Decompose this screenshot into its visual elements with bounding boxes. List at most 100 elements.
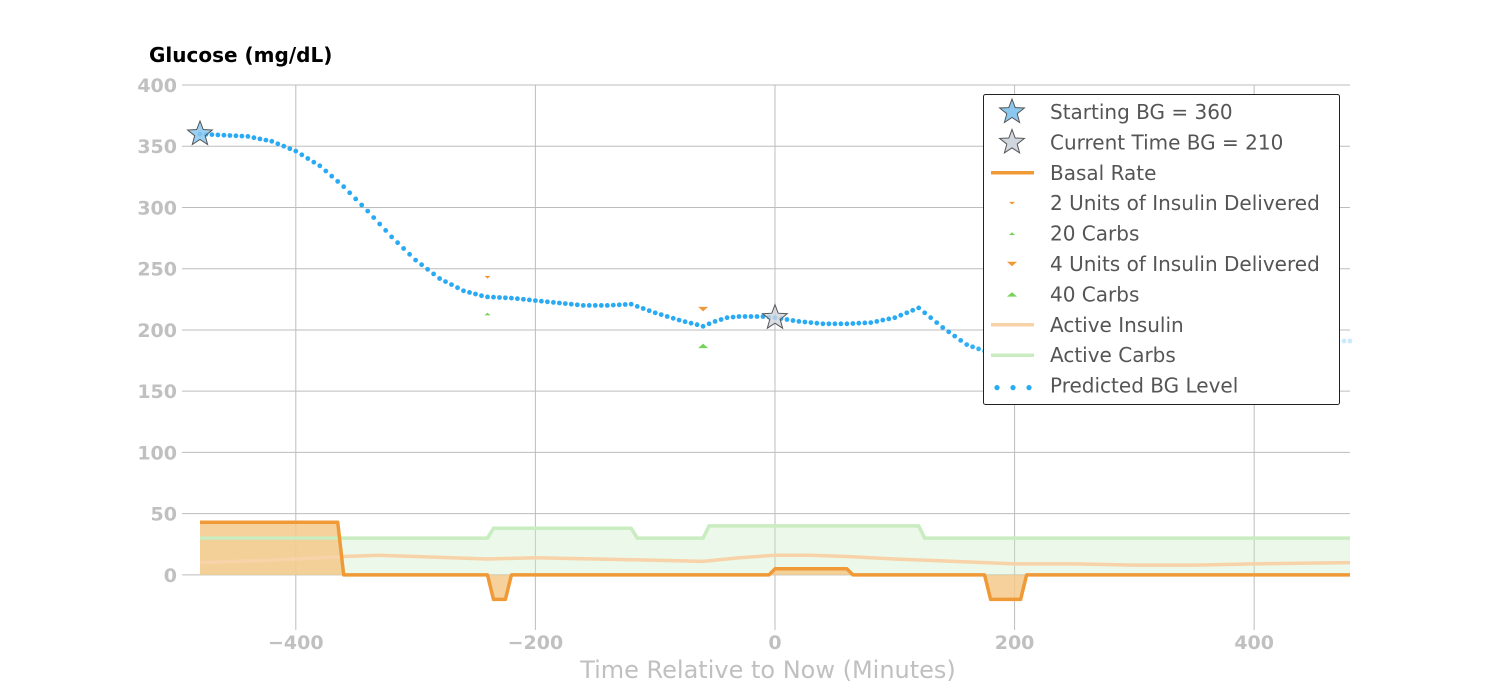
x-tick-label: −200	[508, 632, 564, 654]
predicted-bg-point	[449, 282, 454, 287]
predicted-bg-point	[580, 303, 586, 308]
basal-rate-line	[200, 520, 1350, 602]
predicted-bg-point	[610, 302, 616, 308]
predicted-bg-point	[958, 338, 964, 343]
legend-symbol-starting-bg	[998, 97, 1026, 124]
predicted-bg-point	[329, 173, 335, 179]
predicted-bg-point	[940, 325, 946, 330]
carb-event-marker	[484, 312, 491, 316]
predicted-bg-point	[688, 320, 694, 326]
legend-label: Active Insulin	[1050, 313, 1184, 337]
legend-symbol-carbs-40	[1007, 292, 1017, 297]
predicted-bg-point	[311, 159, 317, 165]
predicted-bg-point	[443, 279, 448, 284]
predicted-bg-point	[790, 318, 796, 323]
predicted-bg-point	[551, 300, 556, 305]
predicted-bg-point	[904, 310, 910, 316]
predicted-bg-point	[335, 179, 341, 184]
predicted-bg-point	[964, 342, 970, 347]
predicted-bg-point	[1347, 338, 1353, 344]
predicted-bg-point	[952, 333, 958, 339]
predicted-bg-point	[568, 301, 574, 307]
insulin-event-marker	[698, 306, 709, 312]
legend-box	[983, 94, 1340, 405]
predicted-bg-point	[209, 132, 215, 138]
predicted-bg-point	[383, 228, 389, 233]
predicted-bg-point	[694, 322, 700, 328]
predicted-bg-point	[844, 321, 850, 327]
predicted-bg-point	[736, 314, 742, 319]
y-tick-label: 0	[164, 565, 177, 587]
predicted-bg-point	[712, 319, 718, 324]
predicted-bg-point	[820, 321, 826, 327]
predicted-bg-point	[467, 290, 472, 295]
legend: Starting BG = 360 Current Time BG = 210 Ba…	[983, 94, 1340, 405]
legend-label: Active Carbs	[1050, 343, 1176, 367]
tick-layer: 0 50 100 150 200 250 300 350 400 −400 −200 0 200 400	[137, 75, 1274, 654]
predicted-bg-point	[796, 319, 802, 324]
legend-label: 4 Units of Insulin Delivered	[1050, 252, 1320, 276]
predicted-bg-point	[419, 262, 424, 268]
predicted-bg-point	[539, 298, 544, 304]
predicted-bg-point	[479, 293, 484, 299]
predicted-bg-point	[814, 320, 820, 326]
predicted-bg-point	[257, 136, 263, 142]
predicted-bg-point	[826, 321, 832, 327]
legend-symbol-predicted-bg	[1010, 385, 1016, 391]
predicted-bg-point	[473, 291, 478, 297]
predicted-bg-point	[365, 208, 371, 214]
predicted-bg-point	[287, 146, 293, 152]
predicted-bg-point	[928, 315, 934, 321]
predicted-bg-point	[784, 317, 790, 322]
legend-symbol-current-bg	[998, 127, 1026, 155]
legend-symbol-predicted-bg	[994, 385, 1000, 391]
legend-label: 40 Carbs	[1050, 282, 1139, 306]
predicted-bg-point	[323, 168, 329, 174]
predicted-bg-point	[305, 156, 311, 161]
predicted-bg-point	[880, 317, 886, 323]
predicted-bg-point	[557, 300, 562, 306]
predicted-bg-point	[1341, 338, 1347, 344]
predicted-bg-point	[407, 251, 412, 257]
predicted-bg-point	[497, 295, 502, 300]
y-tick-label: 350	[137, 136, 177, 158]
y-tick-label: 100	[137, 442, 177, 464]
y-tick-label: 400	[137, 75, 177, 97]
y-tick-label: 300	[137, 197, 177, 219]
legend-label: Starting BG = 360	[1050, 100, 1233, 124]
predicted-bg-point	[275, 141, 281, 147]
legend-symbol-insulin-4	[1007, 261, 1017, 267]
legend-label: 2 Units of Insulin Delivered	[1050, 191, 1320, 215]
predicted-bg-point	[377, 221, 383, 227]
predicted-bg-point	[724, 315, 730, 321]
predicted-bg-point	[658, 312, 664, 317]
legend-label: Basal Rate	[1050, 161, 1156, 185]
predicted-bg-point	[413, 257, 418, 263]
predicted-bg-point	[592, 303, 598, 308]
predicted-bg-point	[586, 303, 592, 308]
predicted-bg-point	[574, 302, 580, 308]
predicted-bg-point	[856, 320, 862, 326]
predicted-bg-point	[730, 314, 736, 320]
predicted-bg-point	[299, 152, 305, 158]
predicted-bg-point	[437, 276, 442, 281]
predicted-bg-point	[898, 312, 904, 318]
legend-label: Predicted BG Level	[1050, 374, 1238, 398]
predicted-bg-point	[652, 310, 658, 316]
basal-rate-area	[200, 522, 1350, 600]
predicted-bg-point	[503, 295, 508, 301]
predicted-bg-point	[562, 301, 568, 306]
predicted-bg-point	[233, 133, 239, 139]
predicted-bg-point	[353, 196, 359, 202]
predicted-bg-point	[251, 135, 257, 141]
x-tick-label: 0	[768, 632, 781, 654]
predicted-bg-point	[742, 314, 748, 319]
predicted-bg-point	[700, 323, 706, 329]
legend-symbol-predicted-bg	[1026, 385, 1032, 391]
predicted-bg-point	[455, 285, 460, 291]
predicted-bg-point	[916, 305, 922, 311]
current-bg-star	[761, 303, 789, 330]
predicted-bg-point	[970, 344, 975, 350]
predicted-bg-point	[245, 134, 251, 139]
